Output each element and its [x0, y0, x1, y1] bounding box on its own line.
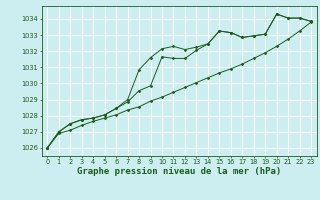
X-axis label: Graphe pression niveau de la mer (hPa): Graphe pression niveau de la mer (hPa): [77, 167, 281, 176]
